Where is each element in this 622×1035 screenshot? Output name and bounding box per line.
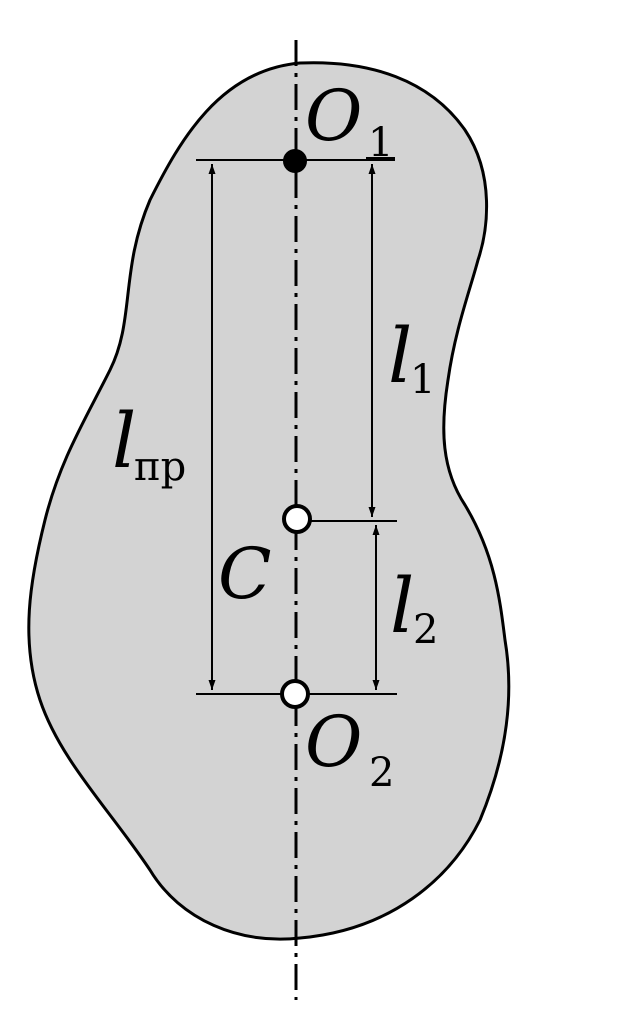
label-o1-subscript: 1	[368, 120, 393, 166]
point-o1	[283, 149, 307, 173]
label-lpr: l	[112, 396, 136, 485]
label-l1: l	[388, 311, 412, 400]
label-c: C	[218, 533, 272, 615]
label-o2: O	[305, 701, 362, 783]
point-o2	[280, 679, 310, 709]
label-o1: O	[305, 75, 362, 157]
label-l2-subscript: 2	[413, 607, 438, 653]
rigid-body	[27, 61, 511, 941]
label-lpr-subscript: пр	[134, 444, 186, 490]
point-c	[282, 504, 312, 534]
label-o2-subscript: 2	[369, 750, 394, 796]
label-l2: l	[390, 561, 414, 650]
label-l1-subscript: 1	[410, 357, 435, 403]
